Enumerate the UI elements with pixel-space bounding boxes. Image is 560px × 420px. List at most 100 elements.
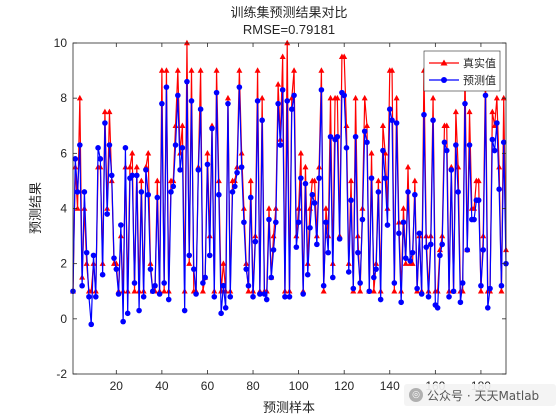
x-tick-label: 60 (201, 379, 215, 393)
data-point-circle (382, 175, 389, 181)
data-point-triangle (174, 67, 181, 73)
data-point-circle (259, 117, 265, 124)
data-point-triangle (224, 94, 231, 101)
data-point-circle (423, 244, 430, 250)
data-point-circle (386, 106, 393, 112)
legend: 真实值 预测值 (423, 50, 501, 92)
data-point-circle (152, 282, 158, 289)
data-point-circle (111, 255, 117, 261)
data-point-circle (95, 145, 101, 151)
x-tick-label: 40 (155, 379, 169, 393)
data-point-triangle (452, 108, 459, 115)
data-point-circle (371, 274, 377, 281)
data-point-triangle (275, 81, 282, 87)
data-point-circle (471, 216, 477, 223)
data-point-circle (204, 161, 211, 168)
x-tick-label: 140 (380, 379, 400, 393)
data-point-circle (416, 230, 423, 237)
data-point-circle (236, 84, 243, 90)
data-point-circle (284, 98, 291, 104)
data-point-circle (439, 241, 445, 248)
legend-true-marker (440, 59, 448, 66)
data-point-circle (140, 293, 147, 300)
x-tick-label: 80 (246, 379, 260, 393)
y-tick-label: 8 (60, 91, 67, 105)
data-point-circle (90, 252, 97, 259)
x-tick-label: 100 (289, 379, 309, 393)
data-point-triangle (76, 94, 83, 101)
data-point-circle (434, 305, 441, 311)
watermark-badge: ◎ 公众号 · 天天Matlab (404, 384, 556, 406)
data-point-triangle (213, 67, 220, 73)
data-point-triangle (430, 94, 437, 101)
data-point-circle (295, 219, 302, 226)
data-point-triangle (348, 177, 355, 184)
data-point-circle (273, 219, 279, 226)
data-point-circle (355, 249, 361, 256)
data-point-circle (261, 291, 268, 297)
data-point-circle (81, 189, 88, 195)
data-point-triangle (434, 287, 441, 294)
data-point-triangle (320, 287, 327, 294)
data-point-circle (129, 172, 136, 179)
data-point-circle (184, 78, 190, 85)
data-point-circle (405, 189, 411, 195)
data-point-circle (491, 147, 498, 154)
data-point-circle (450, 288, 457, 295)
data-point-triangle (138, 177, 145, 184)
data-point-circle (279, 87, 286, 93)
data-point-circle (220, 282, 227, 289)
data-point-circle (275, 100, 281, 107)
wechat-logo-icon: ◎ (409, 388, 423, 402)
data-point-circle (186, 252, 193, 259)
data-point-circle (464, 247, 471, 253)
data-point-circle (227, 293, 234, 300)
legend-box (423, 50, 501, 92)
data-point-circle (487, 285, 493, 292)
legend-item-predicted-value: 预测值 (429, 74, 496, 87)
data-point-circle (462, 100, 468, 107)
data-point-circle (156, 291, 163, 297)
data-point-triangle (400, 205, 407, 211)
data-point-triangle (74, 205, 81, 211)
y-tick-label: 4 (60, 202, 67, 216)
data-point-triangle (145, 150, 152, 156)
data-point-circle (375, 189, 382, 195)
data-point-triangle (327, 94, 334, 101)
data-point-triangle (199, 287, 206, 294)
data-point-circle (407, 258, 414, 264)
data-point-circle (334, 133, 341, 140)
data-point-triangle (475, 177, 482, 184)
data-point-circle (108, 172, 115, 179)
data-point-triangle (498, 287, 505, 294)
data-point-triangle (126, 163, 133, 170)
data-point-triangle (259, 94, 266, 101)
data-point-circle (441, 139, 448, 146)
data-point-circle (298, 175, 304, 181)
data-point-circle (364, 139, 370, 146)
data-point-triangle (247, 177, 254, 184)
data-point-circle (314, 241, 320, 248)
data-point-circle (266, 216, 272, 223)
data-point-triangle (341, 53, 348, 59)
data-point-circle (211, 293, 218, 300)
data-point-circle (222, 305, 229, 311)
data-point-circle (350, 285, 357, 292)
x-tick-label: 20 (110, 379, 124, 393)
data-point-circle (291, 92, 297, 99)
data-point-circle (446, 293, 452, 300)
data-point-triangle (291, 67, 298, 73)
data-point-circle (494, 120, 500, 126)
data-point-triangle (245, 287, 252, 294)
data-point-circle (412, 191, 418, 198)
data-point-circle (92, 293, 99, 300)
data-point-circle (368, 175, 375, 181)
data-point-triangle (158, 67, 165, 73)
legend-true-label: 真实值 (463, 56, 496, 70)
data-point-circle (115, 291, 122, 297)
data-point-triangle (352, 94, 359, 101)
data-point-triangle (370, 287, 377, 294)
data-point-triangle (466, 108, 473, 115)
data-point-triangle (311, 177, 318, 184)
data-point-triangle (265, 205, 272, 211)
